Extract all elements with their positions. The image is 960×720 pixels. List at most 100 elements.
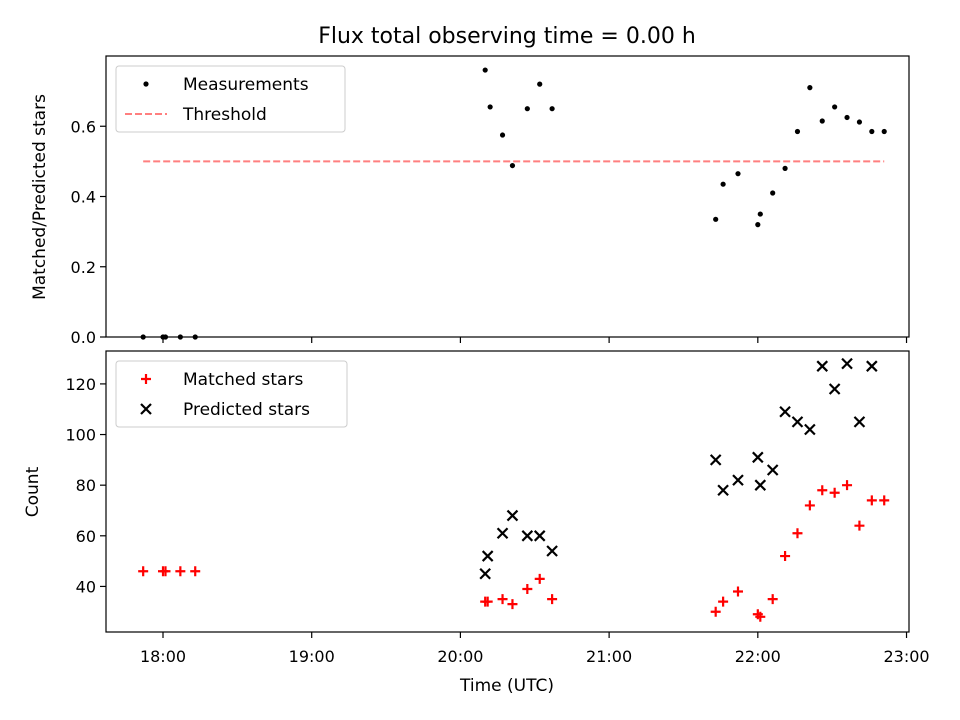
predicted-star-point xyxy=(866,360,878,372)
measurement-point xyxy=(770,190,776,196)
measurement-point xyxy=(856,119,863,125)
matched-star-point xyxy=(879,495,890,506)
matched-star-point xyxy=(780,551,791,562)
y-tick-label: 0.6 xyxy=(71,117,96,136)
bottom-axes: 40 60 80 100 120 18:00 19:00 20:00 21:00 22:00 23… xyxy=(23,350,930,696)
chart-title: Flux total observing time = 0.00 h xyxy=(318,24,696,49)
predicted-star-point xyxy=(804,423,816,436)
predicted-star-point xyxy=(752,451,764,464)
x-tick-label: 20:00 xyxy=(437,647,483,666)
predicted-star-point xyxy=(779,405,791,418)
matched-star-point xyxy=(710,606,721,617)
x-tick-label: 22:00 xyxy=(735,647,781,666)
legend-box xyxy=(115,360,348,428)
predicted-star-point xyxy=(816,360,829,372)
x-axis-label: Time (UTC) xyxy=(459,676,554,696)
predicted-star-point xyxy=(853,416,866,428)
measurement-point xyxy=(482,67,488,73)
measurement-point xyxy=(807,85,813,91)
legend-matched-swatch xyxy=(141,374,151,384)
measurement-point xyxy=(713,216,719,222)
y-tick-label: 80 xyxy=(76,476,96,495)
predicted-star-point xyxy=(754,479,767,491)
matched-star-point xyxy=(138,566,149,577)
y-tick-label: 100 xyxy=(65,426,96,445)
predicted-star-point xyxy=(479,567,491,580)
predicted-star-point xyxy=(496,527,509,540)
legend-label: Threshold xyxy=(182,105,267,125)
predicted-star-point xyxy=(709,454,722,466)
measurement-point xyxy=(509,162,516,169)
measurement-point xyxy=(782,165,788,171)
matched-star-point xyxy=(817,485,828,496)
measurement-point xyxy=(869,128,875,135)
legend-predicted-swatch xyxy=(140,403,152,415)
predicted-star-point xyxy=(506,509,519,522)
y-tick-label: 0.4 xyxy=(71,188,96,207)
bottom-axes-frame xyxy=(105,350,910,633)
top-y-axis-label: Matched/Predicted stars xyxy=(30,94,50,300)
predicted-star-point xyxy=(766,464,779,476)
matched-star-point xyxy=(767,594,778,605)
x-tick-label: 18:00 xyxy=(140,647,186,666)
x-tick-label: 21:00 xyxy=(586,647,632,666)
predicted-star-point xyxy=(521,530,534,542)
matched-star-point xyxy=(829,487,840,498)
measurement-point xyxy=(844,114,850,121)
matched-star-point xyxy=(522,583,533,594)
legend-measurement-swatch xyxy=(143,81,149,87)
y-tick-label: 40 xyxy=(76,577,96,596)
bottom-legend: Matched stars Predicted stars xyxy=(115,360,348,428)
measurement-point xyxy=(819,118,825,124)
matched-star-point xyxy=(507,599,518,610)
top-legend: Measurements Threshold xyxy=(115,65,346,133)
matched-star-point xyxy=(175,566,186,577)
measurement-point xyxy=(757,211,763,217)
legend-label: Matched stars xyxy=(183,370,303,390)
predicted-star-point xyxy=(533,530,546,542)
predicted-star-point xyxy=(828,383,841,395)
measurement-point xyxy=(549,106,555,112)
matched-star-point xyxy=(804,500,815,511)
y-tick-label: 0.2 xyxy=(71,258,96,277)
y-tick-label: 0.0 xyxy=(71,328,96,347)
matched-star-point xyxy=(718,596,729,607)
matched-star-point xyxy=(547,594,558,605)
matched-star-point xyxy=(842,480,853,491)
matched-star-point xyxy=(482,596,493,607)
y-tick-label: 60 xyxy=(76,527,96,546)
measurement-point xyxy=(794,128,801,135)
measurement-point xyxy=(524,106,530,112)
y-tick-label: 120 xyxy=(65,375,96,394)
predicted-star-point xyxy=(481,550,494,562)
legend-box xyxy=(115,65,346,133)
bottom-y-axis-label: Count xyxy=(23,466,43,517)
measurement-point xyxy=(832,104,838,110)
predicted-star-point xyxy=(546,545,558,557)
measurement-point xyxy=(755,222,761,228)
predicted-star-point xyxy=(791,416,804,428)
x-tick-label: 19:00 xyxy=(289,647,335,666)
predicted-star-point xyxy=(717,484,729,497)
legend-label: Predicted stars xyxy=(183,400,310,420)
matched-star-point xyxy=(190,566,201,577)
measurement-point xyxy=(487,104,493,110)
matched-star-point xyxy=(160,566,171,577)
measurement-point xyxy=(499,132,506,138)
legend-label: Measurements xyxy=(183,75,309,95)
predicted-star-point xyxy=(841,357,853,370)
measurement-point xyxy=(881,128,887,135)
matched-star-point xyxy=(854,520,865,531)
matched-star-point xyxy=(755,611,766,622)
matched-star-point xyxy=(866,495,877,506)
measurement-point xyxy=(735,171,741,177)
measurement-point xyxy=(537,81,543,87)
measurement-point xyxy=(720,181,726,187)
x-tick-label: 23:00 xyxy=(883,647,929,666)
matched-star-point xyxy=(497,594,508,605)
matched-star-point xyxy=(732,586,743,597)
top-axes: 0.0 0.2 0.4 0.6 Matched/Predicted stars Mea… xyxy=(30,55,910,347)
matched-star-point xyxy=(792,528,803,539)
matched-star-point xyxy=(534,573,545,584)
